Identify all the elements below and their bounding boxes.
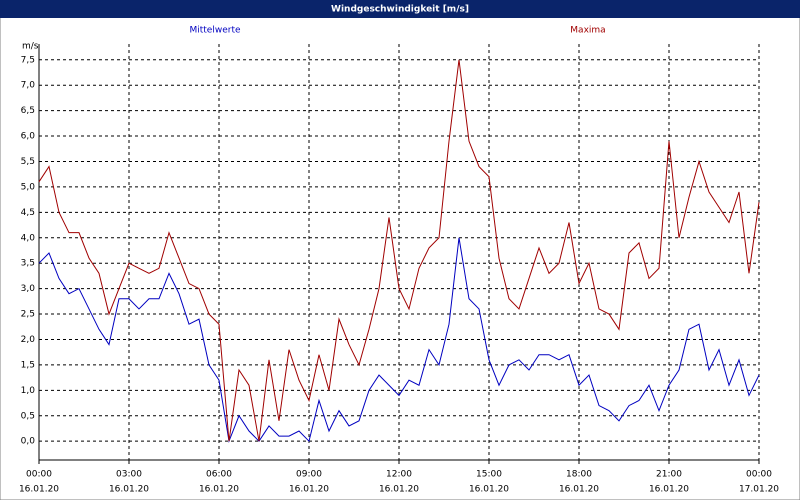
x-tick-date: 16.01.20 xyxy=(109,485,149,495)
x-tick-date: 16.01.20 xyxy=(469,485,509,495)
y-tick-label: 3,0 xyxy=(21,284,36,294)
y-tick-label: 0,0 xyxy=(21,437,36,447)
series-line xyxy=(38,237,760,444)
x-tick-date: 16.01.20 xyxy=(199,485,239,495)
y-tick-label: 5,5 xyxy=(21,157,35,167)
y-tick-label: 1,0 xyxy=(21,386,36,396)
y-tick-label: 1,5 xyxy=(21,360,35,370)
y-axis-label: m/s xyxy=(22,42,39,52)
y-tick-label: 4,5 xyxy=(21,208,35,218)
x-tick-date: 16.01.20 xyxy=(19,485,59,495)
chart-title: Windgeschwindigkeit [m/s] xyxy=(331,5,469,15)
y-tick-label: 2,5 xyxy=(21,310,35,320)
x-tick-date: 16.01.20 xyxy=(559,485,599,495)
x-tick-date: 16.01.20 xyxy=(379,485,419,495)
series-line xyxy=(38,59,760,442)
y-tick-label: 6,5 xyxy=(21,106,35,116)
x-tick-label: 00:00 xyxy=(26,470,52,480)
legend-label: Maxima xyxy=(570,26,605,36)
x-tick-label: 12:00 xyxy=(386,470,412,480)
x-tick-label: 03:00 xyxy=(116,470,142,480)
x-tick-label: 00:00 xyxy=(746,470,772,480)
legend-label: Mittelwerte xyxy=(189,26,240,36)
y-tick-label: 7,0 xyxy=(21,81,36,91)
y-tick-label: 0,5 xyxy=(21,411,35,421)
x-tick-date: 17.01.20 xyxy=(739,485,779,495)
x-tick-label: 21:00 xyxy=(656,470,682,480)
x-tick-label: 15:00 xyxy=(476,470,502,480)
title-bar xyxy=(0,0,800,18)
x-tick-label: 18:00 xyxy=(566,470,592,480)
x-tick-date: 16.01.20 xyxy=(649,485,689,495)
y-tick-label: 4,0 xyxy=(21,233,36,243)
y-tick-label: 2,0 xyxy=(21,335,36,345)
y-tick-label: 7,5 xyxy=(21,55,35,65)
y-tick-label: 6,0 xyxy=(21,132,36,142)
x-tick-date: 16.01.20 xyxy=(289,485,329,495)
y-tick-label: 5,0 xyxy=(21,182,36,192)
y-tick-label: 3,5 xyxy=(21,259,35,269)
x-tick-label: 06:00 xyxy=(206,470,232,480)
x-tick-label: 09:00 xyxy=(296,470,322,480)
